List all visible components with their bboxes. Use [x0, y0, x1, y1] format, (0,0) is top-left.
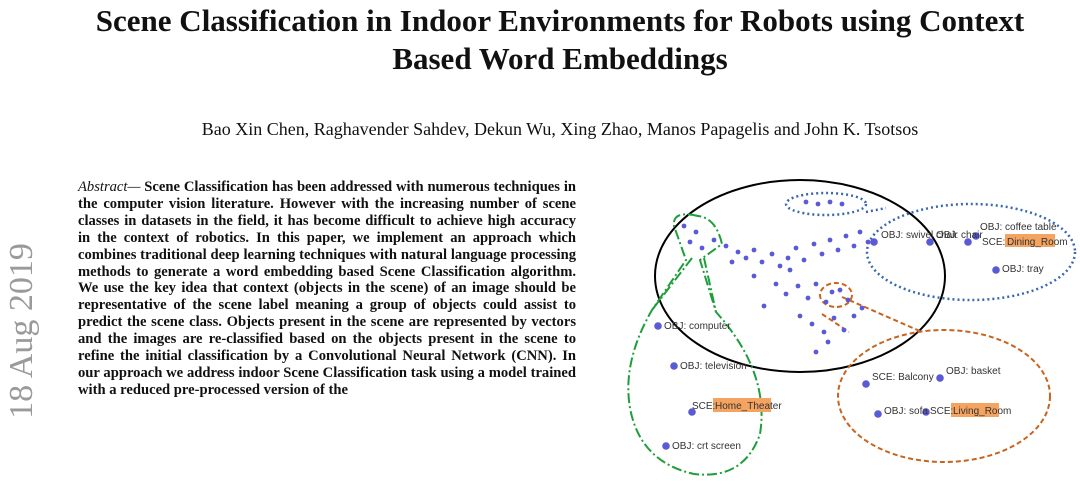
embedding-figure: OBJ: computer OBJ: television SCE: Home_…: [604, 172, 1080, 496]
point-dining-room: [964, 238, 972, 246]
label-sce-prefix-dining: SCE:: [982, 237, 1005, 248]
arxiv-stamp: 18 Aug 2019: [3, 243, 40, 419]
abstract: Abstract— Scene Classification has been …: [78, 179, 576, 399]
label-home-theater: Home_Theater: [715, 401, 782, 412]
label-chair: OBJ: chair: [936, 230, 983, 241]
point-living-room: [922, 408, 930, 416]
orange-callout-large: [837, 329, 1051, 463]
point-coffee-table: [972, 232, 980, 240]
point-crt-screen: [662, 442, 670, 450]
label-dining-room: Dining_Room: [1007, 237, 1068, 248]
point-balcony: [862, 380, 870, 388]
blue-connector: [865, 206, 887, 214]
embedding-figure-svg: OBJ: computer OBJ: television SCE: Home_…: [627, 179, 1077, 476]
label-computer: OBJ: computer: [664, 321, 731, 332]
blue-callout-small: [784, 191, 868, 217]
label-television: OBJ: television: [680, 361, 747, 372]
author-list: Bao Xin Chen, Raghavender Sahdev, Dekun …: [201, 119, 919, 139]
title-line-1: Scene Classification in Indoor Environme…: [95, 3, 1025, 38]
orange-callout-points: [862, 374, 944, 418]
label-living-room: Living_Room: [953, 406, 1011, 417]
label-sce-prefix-living: SCE:: [930, 406, 953, 417]
label-balcony: SCE: Balcony: [872, 372, 934, 383]
label-sofa: OBJ: sofa: [884, 406, 928, 417]
dining-room-highlight: [1005, 234, 1055, 247]
point-computer: [654, 322, 662, 330]
point-television: [670, 362, 678, 370]
green-callout-outline: [627, 213, 763, 476]
label-crt-screen: OBJ: crt screen: [672, 441, 741, 452]
home-theater-highlight: [713, 398, 771, 412]
living-room-highlight: [951, 403, 999, 417]
main-cloud-ellipse: [654, 179, 946, 373]
title-line-2: Based Word Embeddings: [392, 41, 728, 76]
label-basket: OBJ: basket: [946, 366, 1001, 377]
blue-callout-large: [865, 202, 1077, 302]
orange-connector: [821, 296, 923, 333]
label-sce-prefix-home: SCE:: [692, 401, 715, 412]
blue-callout-points: [870, 232, 1000, 274]
cloud-points: [681, 199, 871, 355]
point-home-theater: [688, 408, 696, 416]
abstract-lead: Abstract—: [78, 179, 141, 195]
point-basket: [936, 374, 944, 382]
label-tray: OBJ: tray: [1002, 264, 1044, 275]
label-coffee-table: OBJ: coffee table: [980, 222, 1057, 233]
green-callout-points: [654, 322, 696, 450]
label-swivel-chair: OBJ: swivel chair: [881, 230, 958, 241]
paper-title: Scene Classification in Indoor Environme…: [90, 2, 1030, 78]
point-tray: [992, 266, 1000, 274]
abstract-body: Scene Classification has been addressed …: [78, 179, 576, 398]
orange-callout-small: [819, 282, 853, 308]
point-sofa: [874, 410, 882, 418]
point-chair: [926, 238, 934, 246]
point-swivel-chair: [870, 238, 878, 246]
